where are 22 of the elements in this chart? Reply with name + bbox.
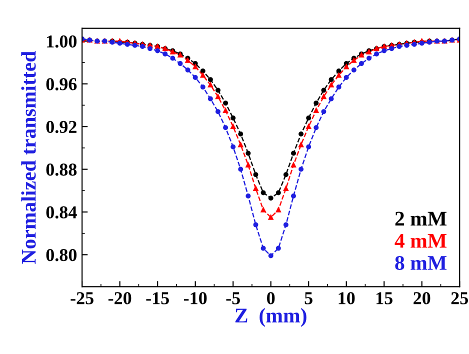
y-tick-label: 0.88 <box>46 164 77 176</box>
x-tick-label: 20 <box>414 292 430 304</box>
x-tick-label: -10 <box>184 292 207 304</box>
x-tick-label: -5 <box>226 292 240 304</box>
x-tick-label: 0 <box>267 292 275 304</box>
text: 2 mM <box>395 212 447 226</box>
y-tick-label: 0.96 <box>46 78 77 90</box>
y-tick-label: 1.00 <box>47 35 77 48</box>
x-tick-label: 10 <box>338 292 355 304</box>
x-tick-label: 5 <box>304 292 312 304</box>
y-tick-label: 0.80 <box>46 248 77 262</box>
text: 8 mM <box>395 256 447 270</box>
x-tick-label: -20 <box>108 292 132 304</box>
x-tick-label: -25 <box>70 292 94 304</box>
text: 4 mM <box>394 234 447 248</box>
y-tick-label: 0.92 <box>46 120 76 134</box>
y-axis-title: Normalized transmitted <box>21 51 36 264</box>
x-tick-label: 25 <box>451 292 468 304</box>
x-tick-label: 15 <box>376 292 392 304</box>
y-tick-label: 0.84 <box>46 206 77 219</box>
x-axis-title: Z (mm) <box>235 308 306 327</box>
x-tick-label: -15 <box>146 292 169 304</box>
